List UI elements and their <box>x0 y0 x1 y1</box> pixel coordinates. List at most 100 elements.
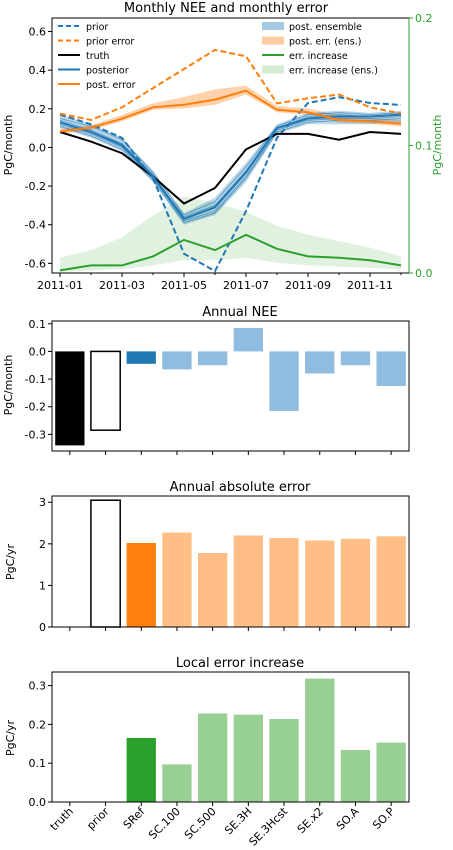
legend-label: err. increase (ens.) <box>289 66 378 77</box>
bar-se-3h <box>233 714 263 802</box>
bar-so-p <box>376 351 406 386</box>
legend-swatch-post-err-ens- <box>262 36 284 45</box>
y2-tick-label: 0.0 <box>415 267 433 280</box>
bar-se-x2 <box>305 678 335 802</box>
panel-2-plot: 0.1 0.0 -0.1 -0.2 -0.3 <box>25 318 410 455</box>
panel-1-ylabel: PgC/month <box>2 115 15 176</box>
bar-se-3h <box>233 327 263 352</box>
bar-so-p <box>376 742 406 802</box>
legend-label: err. increase <box>289 51 348 62</box>
series-line-prior-error <box>59 48 402 122</box>
panel-1-y2label: PgC/month <box>431 115 444 176</box>
legend-label: truth <box>86 51 109 62</box>
panel-3-title: Annual absolute error <box>170 480 311 495</box>
x-tick-label: SRef <box>121 804 149 832</box>
y-tick-label: -0.4 <box>25 219 46 232</box>
y-tick-label: -0.6 <box>25 257 46 270</box>
bar-so-a <box>340 351 371 366</box>
panel-4-title: Local error increase <box>176 656 304 671</box>
panel-3-frame <box>51 495 410 628</box>
panel-2-frame <box>51 320 410 452</box>
x-tick-label: prior <box>84 805 112 833</box>
y-tick-label: 0.2 <box>29 103 47 116</box>
bar-se-x2 <box>305 540 335 627</box>
panel-monthly-nee: Monthly NEE and monthly error PgC/month … <box>2 1 444 292</box>
y-tick-label: -0.3 <box>25 428 46 441</box>
panel-1-plot: 0.6 0.4 0.2 0.0 -0.2 -0.4 -0.6 0.0 0.1 0.2 2011-01… <box>25 12 433 292</box>
bar-sc-100 <box>162 532 192 627</box>
panel-1-legend: prior prior error truth posterior post. erro… <box>58 22 378 91</box>
y-tick-label: 0.1 <box>29 318 47 331</box>
bar-sc-500 <box>198 713 228 802</box>
series-line-prior <box>59 96 402 273</box>
y2-tick-label: 0.2 <box>415 12 433 25</box>
y-tick-label: 0.1 <box>29 757 47 770</box>
y-tick-label: 0.3 <box>29 680 47 693</box>
bar-so-p <box>376 536 406 627</box>
y2-tick-label: 0.1 <box>415 140 433 153</box>
ensemble-member-line-2 <box>59 116 402 222</box>
x-tick-label: 2011-01 <box>37 279 83 292</box>
y-tick-label: -0.2 <box>25 401 46 414</box>
y-tick-label: 0.0 <box>29 796 47 809</box>
series-line-truth <box>59 130 402 205</box>
panel-3-plot: 3 2 1 0 <box>39 495 410 634</box>
y-tick-label: 3 <box>39 496 46 509</box>
legend-swatch-post-ensemble <box>262 22 284 30</box>
bar-se-3h <box>233 535 263 627</box>
bar-se-3hcst <box>269 351 299 411</box>
x-tick-label: SE.3H <box>222 805 254 837</box>
bar-sref <box>126 738 156 802</box>
bar-se-x2 <box>305 351 335 374</box>
x-tick-label: SO.P <box>370 805 397 832</box>
series-line-post-error <box>59 89 402 133</box>
bar-prior <box>90 499 121 628</box>
legend-label: prior <box>86 22 108 33</box>
ensemble-member-line-1 <box>59 112 402 216</box>
panel-4-frame <box>51 671 410 803</box>
y-tick-label: -0.2 <box>25 180 46 193</box>
x-tick-label: 2011-07 <box>223 279 269 292</box>
x-tick-label: 2011-03 <box>99 279 145 292</box>
x-tick-label: 2011-11 <box>347 279 393 292</box>
legend-label: post. err. (ens.) <box>289 37 361 48</box>
bar-sc-500 <box>198 553 228 627</box>
y-tick-label: 0.0 <box>29 345 47 358</box>
bar-sc-100 <box>162 351 192 370</box>
x-tick-label: SE.3Hcst <box>247 804 291 848</box>
y-tick-label: 1 <box>39 579 46 592</box>
legend-label: post. ensemble <box>289 22 362 33</box>
y-tick-label: 0.0 <box>29 141 47 154</box>
panel-local-error-increase: Local error increase PgC/yr truth prior SR… <box>4 656 410 849</box>
band-post-err-ens- <box>60 85 401 134</box>
y-tick-label: 0.6 <box>29 26 47 39</box>
bar-se-3hcst <box>269 719 299 802</box>
legend-label: post. error <box>86 80 136 91</box>
bar-so-a <box>340 750 371 802</box>
y-tick-label: 2 <box>39 538 46 551</box>
bar-truth <box>55 351 85 446</box>
bar-sc-100 <box>162 764 192 802</box>
y-tick-label: -0.1 <box>25 373 46 386</box>
series-line-posterior <box>59 113 402 221</box>
panel-1-title: Monthly NEE and monthly error <box>124 1 329 16</box>
panel-annual-abs-error: Annual absolute error PgC/yr 3 2 1 0 <box>4 480 410 634</box>
bar-sref <box>126 351 156 364</box>
bar-so-a <box>340 538 371 627</box>
x-tick-label: SC.500 <box>182 805 219 842</box>
y-tick-label: 0.4 <box>29 64 47 77</box>
x-tick-label: 2011-05 <box>161 279 207 292</box>
legend-label: posterior <box>86 66 129 77</box>
y-tick-label: 0.2 <box>29 718 47 731</box>
panel-2-ylabel: PgC/month <box>2 355 15 416</box>
ensemble-member-line-3 <box>59 114 402 218</box>
x-tick-label: SE.x2 <box>295 805 326 836</box>
y-tick-label: 0 <box>39 621 46 634</box>
x-tick-label: SO.A <box>334 805 362 833</box>
panel-2-title: Annual NEE <box>202 305 277 320</box>
bar-sref <box>126 543 156 627</box>
panel-3-ylabel: PgC/yr <box>4 544 17 581</box>
legend-label: prior error <box>86 37 134 48</box>
ensemble-member-line-5 <box>59 114 402 220</box>
